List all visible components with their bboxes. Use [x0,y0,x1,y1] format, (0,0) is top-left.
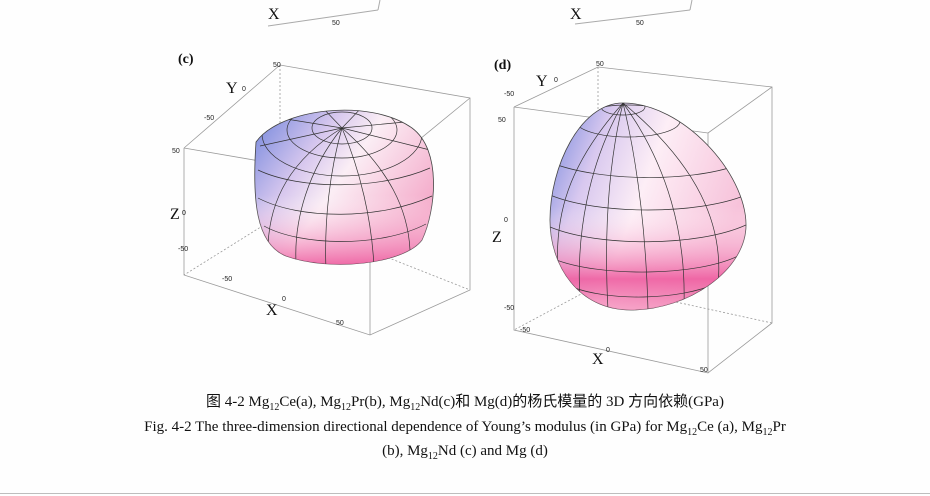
panel-d: (d) Y 0 50 -50 50 0 Z -50 -50 X 0 50 [488,55,778,377]
caption-cn-prefix: 图 4-2 Mg [206,394,270,410]
panel-c-tick-xneg: -50 [222,276,233,283]
panel-c-tick-z50: 50 [172,148,180,155]
panel-c-tick-x50: 50 [336,320,344,327]
top-left-x-axis-label: X [268,6,280,23]
panel-d-surface [549,102,747,311]
panel-d-tick-x50: 50 [700,367,708,374]
panel-c-plot [183,64,471,336]
panel-d-x-axis-label: X [592,351,604,368]
panel-d-z-axis-label: Z [492,229,502,246]
top-right-tick: 50 [636,20,644,27]
panel-c-x-axis-label: X [266,302,278,319]
caption-english-line2: (b), Mg12Nd (c) and Mg (d) [0,441,930,467]
panel-d-tick-y0: 0 [554,77,558,84]
caption-en-line2-b: Nd (c) and Mg (d) [437,443,548,459]
caption-en-sub2: 12 [762,427,773,438]
panel-c-y-axis-label: Y [226,80,238,97]
caption-english-line1: Fig. 4-2 The three-dimension directional… [0,417,930,443]
caption-en-line2-a: (b), Mg [382,443,428,459]
page-bottom-rule [0,493,930,494]
caption-en-sub3: 12 [427,451,438,462]
caption-chinese: 图 4-2 Mg12Ce(a), Mg12Pr(b), Mg12Nd(c)和 M… [0,392,930,418]
panel-c-tick-ytop: 50 [273,62,281,69]
panel-c-tick-z0: 0 [182,210,186,217]
caption-en-line1-a: Fig. 4-2 The three-dimension directional… [144,419,688,435]
panel-d-tick-z0: 0 [504,217,508,224]
caption-en-line1-b: Ce (a), Mg [697,419,763,435]
panel-c-label: (c) [178,52,194,67]
panel-d-tick-ytop: 50 [596,61,604,68]
caption-cn-sub3: 12 [410,402,421,413]
caption-cn-text2: Pr(b), Mg [351,394,411,410]
panel-d-y-axis-label: Y [536,73,548,90]
panel-c-tick-zneg: -50 [178,246,189,253]
panel-d-tick-zneg: -50 [504,305,515,312]
panel-c: (c) Y 0 50 -50 50 Z 0 -50 -50 X 0 50 [160,50,480,350]
caption-cn-sub1: 12 [269,402,280,413]
caption-en-line1-c: Pr [772,419,786,435]
top-right-x-axis-label: X [570,6,582,23]
panel-d-plot [513,66,773,374]
caption-cn-sub2: 12 [341,402,352,413]
panel-c-tick-y0: 0 [242,86,246,93]
top-fragment-lines [267,0,693,27]
caption-en-sub1: 12 [687,427,698,438]
panel-d-tick-yneg: -50 [504,91,515,98]
panel-c-z-axis-label: Z [170,206,180,223]
panel-c-tick-x0: 0 [282,296,286,303]
panel-d-tick-xneg: -50 [520,327,531,334]
panel-d-label: (d) [494,58,512,73]
caption-cn-text1: Ce(a), Mg [279,394,342,410]
panel-d-tick-z50: 50 [498,117,506,124]
top-figure-fragment: X 50 X 50 [0,0,930,40]
caption-cn-text3: Nd(c)和 Mg(d)的杨氏模量的 3D 方向依赖(GPa) [420,394,724,410]
top-left-tick: 50 [332,20,340,27]
panel-d-tick-x0: 0 [606,347,610,354]
panel-c-tick-yneg: -50 [204,115,215,122]
panel-c-surface [254,109,434,265]
